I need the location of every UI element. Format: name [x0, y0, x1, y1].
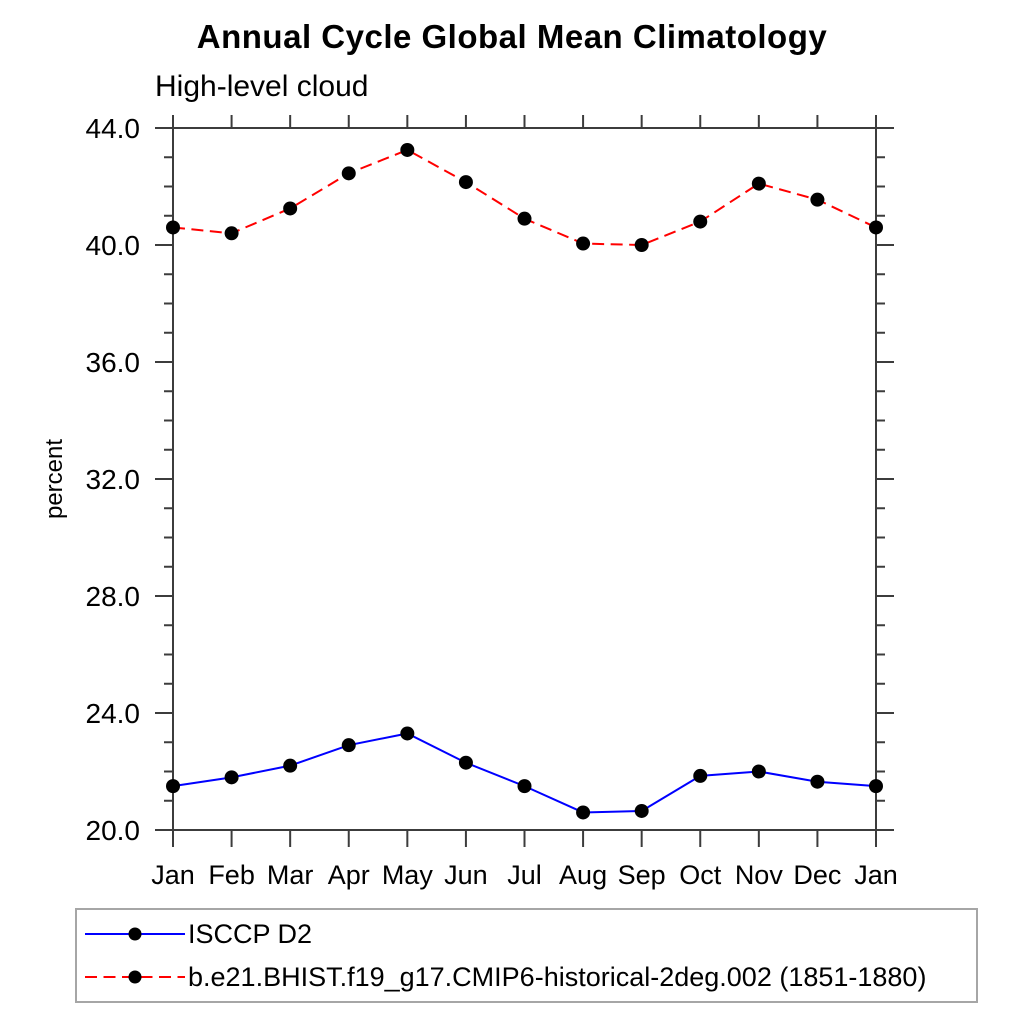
data-point-marker: [400, 142, 415, 157]
data-point-marker: [751, 176, 766, 191]
series-0: [166, 726, 883, 820]
axes: [155, 115, 894, 847]
data-point-marker: [283, 201, 298, 216]
x-tick-label: Jun: [444, 860, 488, 890]
legend-box: ISCCP D2 b.e21.BHIST.f19_g17.CMIP6-histo…: [75, 908, 978, 1003]
data-point-marker: [634, 803, 649, 818]
legend-marker: [128, 970, 142, 984]
x-tick-label: Jan: [854, 860, 898, 890]
legend-marker: [128, 927, 142, 941]
data-point-marker: [517, 779, 532, 794]
legend-item-isccp: ISCCP D2: [80, 916, 312, 952]
y-axis-title: percent: [41, 439, 68, 519]
x-tick-label: Aug: [559, 860, 607, 890]
x-tick-label: Sep: [618, 860, 666, 890]
y-tick-label: 20.0: [86, 815, 141, 846]
y-tick-label: 24.0: [86, 698, 141, 729]
x-tick-label: Dec: [793, 860, 841, 890]
data-point-marker: [341, 166, 356, 181]
data-point-marker: [458, 175, 473, 190]
chart-subtitle: High-level cloud: [155, 70, 369, 103]
data-point-marker: [751, 764, 766, 779]
x-tick-label: Mar: [267, 860, 314, 890]
data-point-marker: [224, 770, 239, 785]
data-point-marker: [810, 774, 825, 789]
data-point-marker: [869, 220, 883, 235]
axis-labels: Jan Feb Mar Apr May Jun Jul Aug Sep Oct Nov Dec Jan 2…: [41, 113, 898, 890]
legend-label: ISCCP D2: [188, 918, 313, 949]
data-point-marker: [576, 236, 591, 251]
data-point-marker: [400, 726, 415, 741]
data-point-marker: [166, 220, 180, 235]
y-tick-label: 44.0: [86, 113, 141, 144]
data-point-marker: [693, 768, 708, 783]
data-point-marker: [810, 192, 825, 207]
series-1: [166, 142, 883, 252]
x-tick-label: Nov: [735, 860, 784, 890]
data-point-marker: [576, 805, 591, 820]
x-tick-label: May: [382, 860, 434, 890]
data-point-marker: [517, 211, 532, 226]
y-tick-label: 36.0: [86, 347, 141, 378]
data-point-marker: [634, 238, 649, 252]
x-tick-label: Apr: [328, 860, 370, 890]
data-point-marker: [224, 226, 239, 241]
x-tick-label: Oct: [679, 860, 722, 890]
chart-title: Annual Cycle Global Mean Climatology: [196, 18, 828, 55]
data-point-marker: [693, 214, 708, 229]
legend-label: b.e21.BHIST.f19_g17.CMIP6-historical-2de…: [188, 961, 927, 992]
legend-sample-line-solid: [85, 927, 185, 941]
data-point-marker: [869, 779, 883, 794]
data-point-marker: [283, 758, 298, 773]
y-tick-label: 28.0: [86, 581, 141, 612]
legend-item-model: b.e21.BHIST.f19_g17.CMIP6-historical-2de…: [80, 959, 926, 995]
legend-sample-line-dashed: [85, 970, 185, 984]
x-tick-label: Feb: [208, 860, 255, 890]
y-tick-label: 40.0: [86, 230, 141, 261]
x-tick-label: Jan: [151, 860, 195, 890]
data-point-marker: [341, 738, 356, 753]
data-point-marker: [166, 779, 180, 794]
series-line-0: [172, 732, 877, 814]
y-tick-label: 32.0: [86, 464, 141, 495]
x-tick-label: Jul: [507, 860, 542, 890]
data-point-marker: [458, 755, 473, 770]
series-line-1: [172, 148, 877, 247]
